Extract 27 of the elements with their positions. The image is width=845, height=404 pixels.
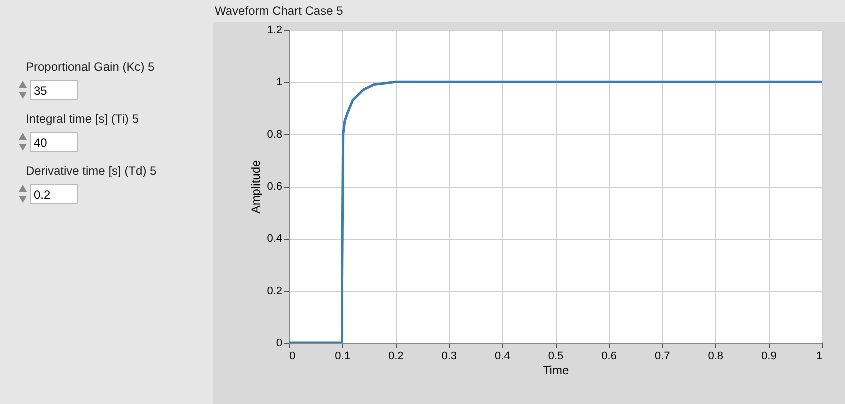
y-tick-label: 1.2 bbox=[267, 24, 282, 36]
y-tick-label: 0 bbox=[276, 338, 282, 350]
text: Derivative time [s] (Td) 5 bbox=[26, 164, 157, 178]
y-tick-label: 0.2 bbox=[267, 285, 282, 298]
y-tick-label: 0.8 bbox=[267, 128, 282, 141]
chart-title: Waveform Chart Case 5 bbox=[215, 4, 344, 18]
text: Proportional Gain (Kc) 5 bbox=[26, 60, 155, 74]
x-tick-label: 0.2 bbox=[388, 350, 404, 362]
y-tick-label: 0.4 bbox=[267, 233, 282, 246]
y-tick-label: 0.6 bbox=[267, 181, 282, 193]
x-tick-label: 0.9 bbox=[762, 350, 777, 362]
x-tick-label: 0.6 bbox=[602, 350, 617, 362]
x-tick-label: 0.5 bbox=[548, 350, 564, 362]
text: 0.2 bbox=[30, 184, 78, 204]
x-axis-title: Time bbox=[542, 364, 570, 378]
y-axis-title: Amplitude bbox=[249, 160, 264, 214]
y-tick-label: 1 bbox=[276, 76, 282, 89]
x-tick-label: 0.1 bbox=[335, 350, 350, 362]
text: Integral time [s] (Ti) 5 bbox=[26, 112, 139, 126]
x-tick-label: 0.4 bbox=[495, 350, 510, 362]
x-tick-label: 0.8 bbox=[708, 350, 724, 362]
text: 40 bbox=[30, 132, 78, 152]
text: 35 bbox=[30, 80, 78, 100]
x-tick-label: 0.7 bbox=[654, 350, 670, 362]
x-tick-label: 1 bbox=[816, 350, 822, 362]
x-tick-label: 0.3 bbox=[442, 350, 458, 362]
x-tick-label: 0 bbox=[290, 350, 296, 362]
